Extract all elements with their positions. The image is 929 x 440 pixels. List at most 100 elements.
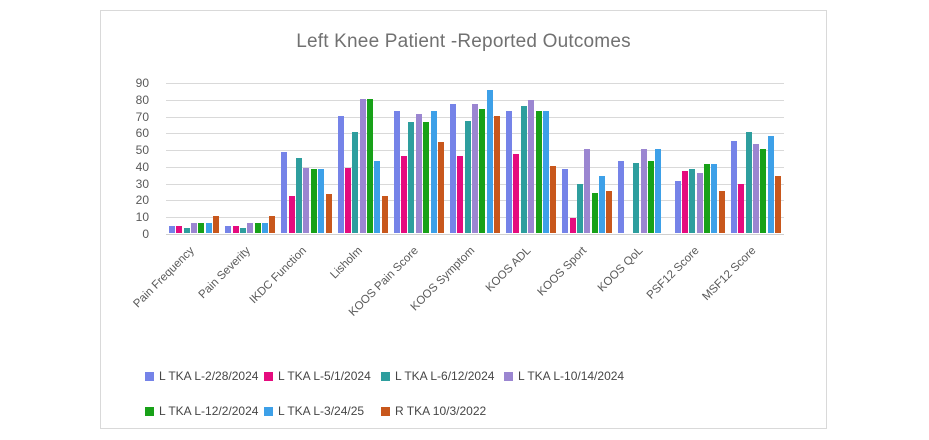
bar [303, 167, 310, 233]
bar [745, 132, 752, 233]
legend-label: L TKA L-10/14/2024 [518, 369, 625, 383]
bar [674, 181, 681, 233]
bar [437, 142, 444, 233]
bar [449, 103, 456, 233]
x-axis-label-text: KOOS ADL [483, 244, 534, 295]
y-tick-label-10: 10 [135, 210, 149, 225]
bar [640, 149, 647, 233]
y-tick-label-60: 60 [135, 126, 149, 141]
legend-label: L TKA L-5/1/2024 [278, 369, 371, 383]
bar [359, 98, 366, 233]
legend-item: L TKA L-2/28/2024 [145, 369, 258, 383]
x-axis-label-text: PSF12 Score [645, 244, 702, 302]
legend-label: L TKA L-12/2/2024 [159, 404, 259, 418]
bar [730, 140, 737, 233]
gridline-80 [166, 99, 784, 101]
bar [577, 184, 583, 233]
bar [344, 167, 351, 233]
bar [464, 120, 471, 233]
bar [494, 115, 501, 233]
bar [247, 222, 254, 233]
bar [711, 164, 718, 233]
bar [374, 160, 381, 233]
bar [760, 149, 767, 233]
bar [542, 110, 549, 233]
x-axis-label-text: MSF12 Score [699, 244, 759, 303]
bar [366, 98, 373, 233]
bar [606, 191, 613, 233]
x-axis-label-text: Pain Frequency [130, 244, 197, 311]
plot-area [166, 83, 784, 235]
bar [584, 149, 591, 233]
legend-swatch-icon [145, 406, 154, 416]
bar [696, 172, 703, 233]
y-tick-label-0: 0 [142, 227, 149, 241]
gridline-90 [166, 83, 784, 84]
chart-title: Left Knee Patient -Reported Outcomes [296, 31, 631, 52]
bar [506, 110, 513, 233]
bar [191, 222, 198, 233]
bar [599, 175, 606, 233]
bar [689, 169, 696, 233]
bar [239, 227, 246, 233]
y-tick-label-80: 80 [135, 92, 149, 107]
bar [310, 169, 317, 233]
bar [767, 135, 774, 233]
y-tick-label-70: 70 [135, 109, 149, 124]
bar [457, 155, 464, 233]
legend-item: L TKA L-12/2/2024 [145, 404, 258, 418]
bar [472, 103, 478, 233]
bar [550, 165, 557, 233]
legend-swatch-icon [145, 371, 154, 381]
y-tick-label-20: 20 [135, 193, 149, 208]
bar [535, 110, 542, 233]
gridline-0 [166, 234, 784, 235]
legend-label: L TKA L-3/24/25 [278, 404, 365, 418]
bar [647, 160, 654, 233]
bar [520, 105, 527, 233]
y-tick-label-50: 50 [135, 143, 149, 158]
x-axis-label-text: IKDC Function [247, 244, 309, 307]
bar [423, 122, 430, 233]
bar [225, 226, 232, 233]
x-axis-label-text: KOOS Sport [535, 244, 590, 299]
bar [562, 169, 569, 233]
bar [633, 162, 640, 233]
bar [296, 157, 303, 233]
legend-item: L TKA L-3/24/25 [264, 404, 364, 418]
bar [486, 90, 493, 233]
bar [261, 222, 268, 233]
legend-swatch-icon [264, 371, 273, 381]
legend-swatch-icon [381, 406, 390, 416]
x-axis-label-text: Pain Severity [196, 244, 253, 302]
bar [591, 192, 598, 233]
bar [479, 108, 486, 233]
bar [569, 217, 576, 233]
legend-item: L TKA L-6/12/2024 [381, 369, 494, 383]
y-tick-label-90: 90 [135, 76, 149, 90]
bar [682, 170, 689, 233]
bar [281, 152, 288, 233]
bar [183, 227, 190, 233]
bar [618, 160, 625, 233]
chart-card: Left Knee Patient -Reported Outcomes 0 10… [100, 10, 827, 429]
bar [213, 216, 220, 233]
bar [288, 196, 295, 233]
bar [752, 144, 759, 233]
bar [254, 222, 261, 233]
bar [401, 155, 408, 233]
legend-label: R TKA 10/3/2022 [395, 404, 487, 418]
bar [513, 154, 520, 233]
bar [325, 194, 332, 233]
bar [269, 216, 276, 233]
bar [176, 226, 183, 233]
legend-swatch-icon [504, 371, 513, 381]
bar [704, 164, 711, 233]
y-tick-label-30: 30 [135, 176, 149, 191]
bar [381, 196, 388, 233]
y-tick-label-40: 40 [135, 159, 149, 174]
bar [528, 100, 535, 233]
legend-label: L TKA L-2/28/2024 [159, 369, 259, 383]
bar [205, 222, 212, 233]
